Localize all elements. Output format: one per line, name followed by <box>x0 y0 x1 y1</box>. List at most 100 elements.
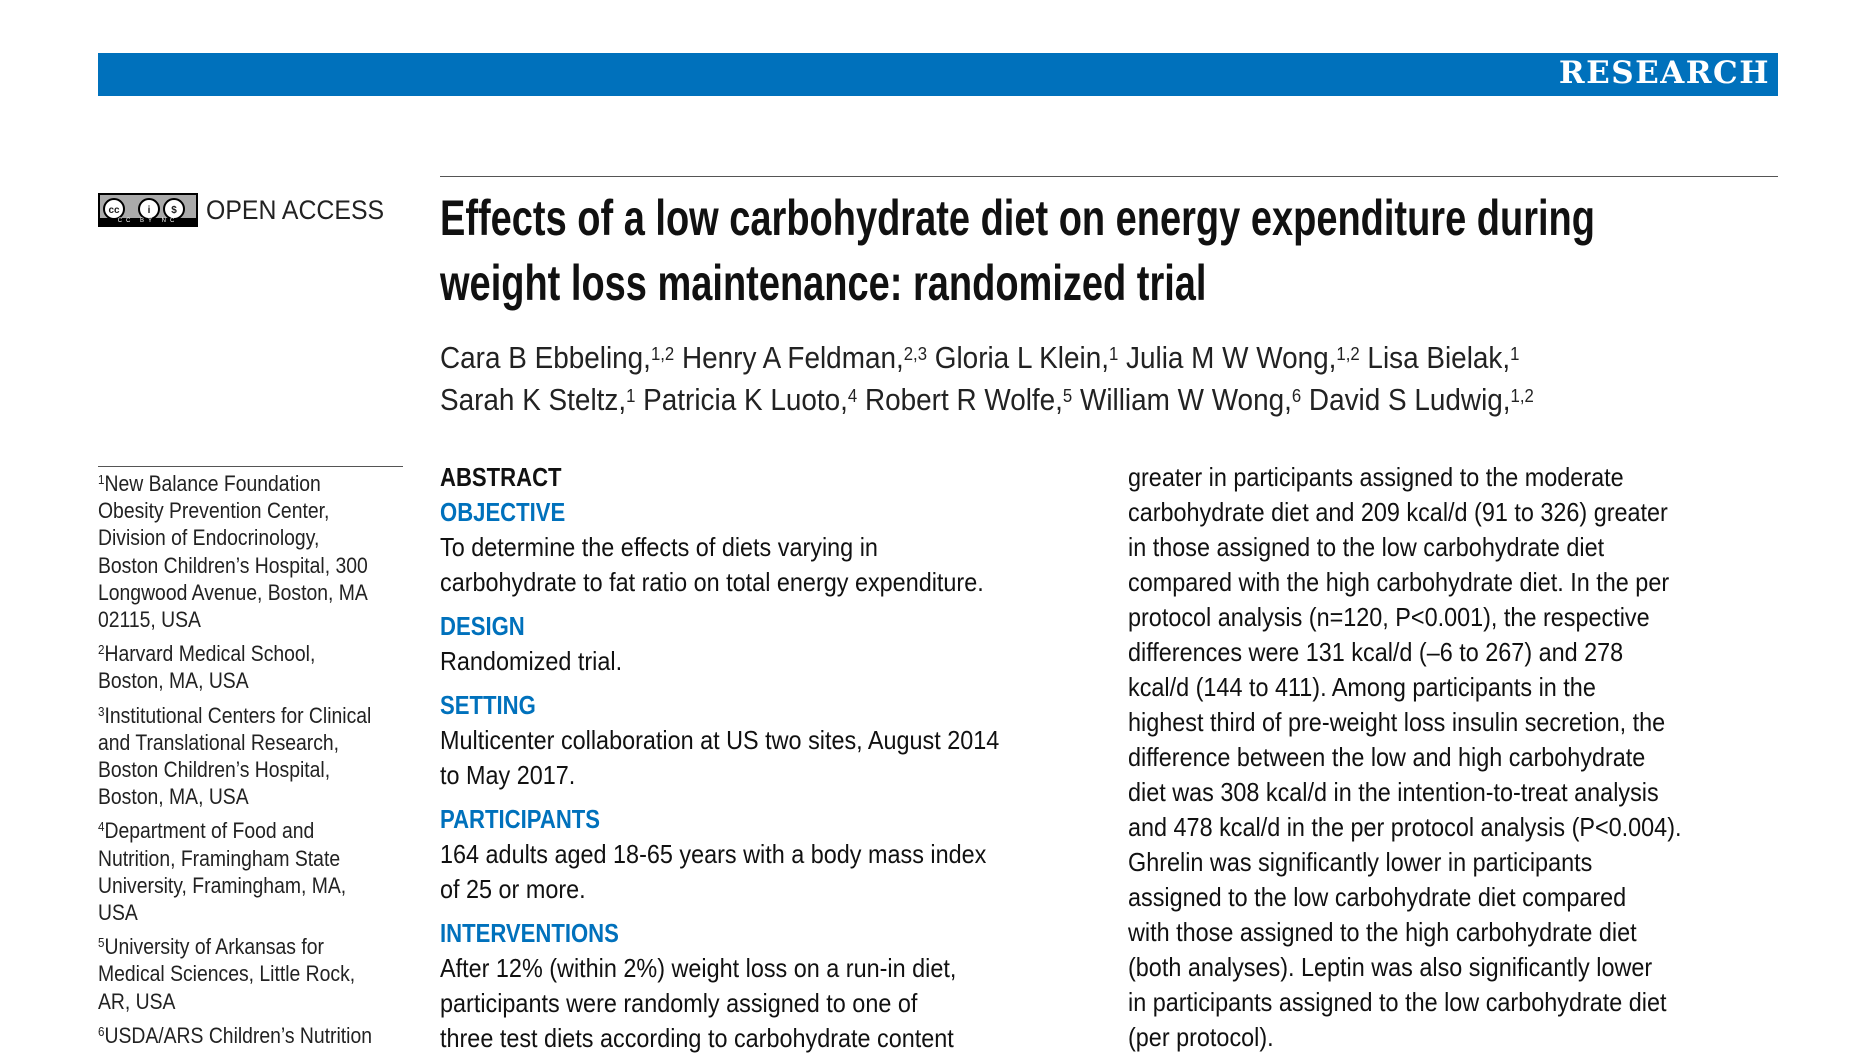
author-affiliation-ref: 6 <box>1291 385 1302 406</box>
affiliation-text: 02115, USA <box>98 607 201 633</box>
author-affiliation-ref: 1,2 <box>1336 343 1360 364</box>
abstract-line: protocol analysis (n=120, P<0.001), the … <box>1128 602 1650 632</box>
affiliation-text: Boston, MA, USA <box>98 784 249 810</box>
affiliation: 5University of Arkansas for Medical Scien… <box>98 933 418 1015</box>
affiliation-line: Obesity Prevention Center, <box>98 497 380 524</box>
author-name: Robert R Wolfe, <box>864 382 1063 417</box>
open-access-label: OPEN ACCESS <box>206 194 385 225</box>
affiliation-line: 4Department of Food and <box>98 817 380 844</box>
affiliation-line: USA <box>98 899 380 926</box>
affiliation-text: Institutional Centers for Clinical <box>104 702 372 728</box>
affiliation-line: and Translational Research, <box>98 729 380 756</box>
affiliation: 1New Balance Foundation Obesity Preventio… <box>98 470 418 633</box>
author-name: Cara B Ebbeling, <box>440 340 651 375</box>
author-name: Lisa Bielak, <box>1367 340 1511 375</box>
abstract-line: To determine the effects of diets varyin… <box>440 532 878 562</box>
section-heading-objective: OBJECTIVE <box>440 497 566 527</box>
abstract-line: greater in participants assigned to the … <box>1128 462 1624 492</box>
author-affiliation-ref: 1 <box>1510 343 1520 364</box>
affiliation-text: New Balance Foundation <box>104 471 321 496</box>
author-affiliation-ref: 1,2 <box>1510 385 1534 406</box>
affiliation-line: Medical Sciences, Little Rock, <box>98 960 380 987</box>
abstract-line: 164 adults aged 18-65 years with a body … <box>440 839 987 869</box>
abstract-column-1: ABSTRACT OBJECTIVE To determine the effect… <box>440 460 1061 1056</box>
affiliation-text: Nutrition, Framingham State <box>98 845 341 871</box>
affiliation-number: 6 <box>98 1023 105 1039</box>
abstract-line: kcal/d (144 to 411). Among participants … <box>1128 672 1596 702</box>
affiliation-text: Longwood Avenue, Boston, MA <box>98 579 368 605</box>
affiliation: 4Department of Food and Nutrition, Framin… <box>98 817 418 926</box>
author-affiliation-ref: 2,3 <box>903 343 928 364</box>
abstract-line: difference between the low and high carb… <box>1128 742 1646 772</box>
affiliation-text: AR, USA <box>98 988 176 1014</box>
affiliation-text: University of Arkansas for <box>104 934 324 960</box>
affiliation-line: Longwood Avenue, Boston, MA <box>98 579 380 606</box>
abstract-line: to May 2017. <box>440 760 576 790</box>
author-name: William W Wong, <box>1079 382 1292 417</box>
affiliation-number: 3 <box>98 703 105 719</box>
affiliation-line: 2Harvard Medical School, <box>98 640 380 667</box>
abstract-heading: ABSTRACT <box>440 462 562 492</box>
affiliation-text: USA <box>98 900 138 926</box>
affiliation-text: and Translational Research, <box>98 729 340 755</box>
title-line: weight loss maintenance: randomized tria… <box>440 255 1207 311</box>
abstract-column-2: greater in participants assigned to the … <box>1128 460 1743 1055</box>
affiliation-text: Boston Children’s Hospital, <box>98 757 331 783</box>
author-name: Patricia K Luoto, <box>643 382 848 417</box>
affiliation-line: University, Framingham, MA, <box>98 872 380 899</box>
author-affiliation-ref: 1 <box>1108 343 1119 364</box>
affiliation-line: Boston Children’s Hospital, 300 <box>98 552 380 579</box>
abstract-line: (per protocol). <box>1128 1022 1274 1052</box>
abstract-line: with those assigned to the high carbohyd… <box>1128 917 1637 947</box>
author-affiliation-ref: 4 <box>847 385 858 406</box>
affiliation-text: Boston, MA, USA <box>98 668 249 694</box>
author-name: Sarah K Steltz, <box>440 382 627 417</box>
author-line: Cara B Ebbeling,1,2 Henry A Feldman,2,3 … <box>440 337 1534 379</box>
abstract-line: differences were 131 kcal/d (–6 to 267) … <box>1128 637 1624 667</box>
section-banner: RESEARCH <box>98 53 1778 96</box>
affiliation-line: 02115, USA <box>98 606 380 633</box>
affiliation-line: Boston, MA, USA <box>98 667 380 694</box>
abstract-line: in those assigned to the low carbohydrat… <box>1128 532 1605 562</box>
affiliation-line: AR, USA <box>98 988 380 1015</box>
open-access-badge: cc i $ CC BY NC OPEN ACCESS <box>98 193 400 227</box>
affiliation-line: 3Institutional Centers for Clinical <box>98 702 380 729</box>
abstract-line: Multicenter collaboration at US two site… <box>440 725 1000 755</box>
affiliation-text: Medical Sciences, Little Rock, <box>98 961 356 987</box>
affiliation-line: Nutrition, Framingham State <box>98 845 380 872</box>
section-heading-setting: SETTING <box>440 690 536 720</box>
author-affiliation-ref: 5 <box>1062 385 1073 406</box>
affiliation-line: 6USDA/ARS Children’s Nutrition <box>98 1022 380 1049</box>
author-line: Sarah K Steltz,1 Patricia K Luoto,4 Robe… <box>440 379 1534 421</box>
affiliation: 6USDA/ARS Children’s Nutrition <box>98 1022 418 1049</box>
abstract-line: carbohydrate diet and 209 kcal/d (91 to … <box>1128 497 1668 527</box>
abstract-line: Randomized trial. <box>440 646 623 676</box>
affiliation-number: 1 <box>98 472 105 487</box>
article-title: Effects of a low carbohydrate diet on en… <box>440 186 1868 316</box>
affiliation-line: Boston, MA, USA <box>98 783 380 810</box>
affiliation-text: Department of Food and <box>104 818 315 844</box>
divider <box>440 176 1778 177</box>
abstract-line: assigned to the low carbohydrate diet co… <box>1128 882 1627 912</box>
affiliation: 3Institutional Centers for Clinical and T… <box>98 702 418 811</box>
affiliation-number: 4 <box>98 819 105 835</box>
abstract-line: highest third of pre-weight loss insulin… <box>1128 707 1666 737</box>
abstract-line: compared with the high carbohydrate diet… <box>1128 567 1670 597</box>
abstract-line: in participants assigned to the low carb… <box>1128 987 1667 1017</box>
author-name: Henry A Feldman, <box>681 340 904 375</box>
abstract-line: (both analyses). Leptin was also signifi… <box>1128 952 1653 982</box>
section-heading-design: DESIGN <box>440 611 525 641</box>
affiliation-line: Division of Endocrinology, <box>98 524 380 551</box>
affiliation-line: 5University of Arkansas for <box>98 933 380 960</box>
affiliation-line: 1New Balance Foundation <box>98 470 380 497</box>
affiliation-line: Boston Children’s Hospital, <box>98 756 380 783</box>
affiliations: 1New Balance Foundation Obesity Preventio… <box>98 470 418 1056</box>
affiliation-text: University, Framingham, MA, <box>98 872 347 898</box>
abstract-line: After 12% (within 2%) weight loss on a r… <box>440 953 957 983</box>
author-name: David S Ludwig, <box>1308 382 1511 417</box>
affiliation-text: Harvard Medical School, <box>104 641 316 667</box>
affiliation-text: Division of Endocrinology, <box>98 525 320 551</box>
affiliation-number: 2 <box>98 642 105 658</box>
author-affiliation-ref: 1,2 <box>650 343 675 364</box>
section-heading-participants: PARTICIPANTS <box>440 804 601 834</box>
